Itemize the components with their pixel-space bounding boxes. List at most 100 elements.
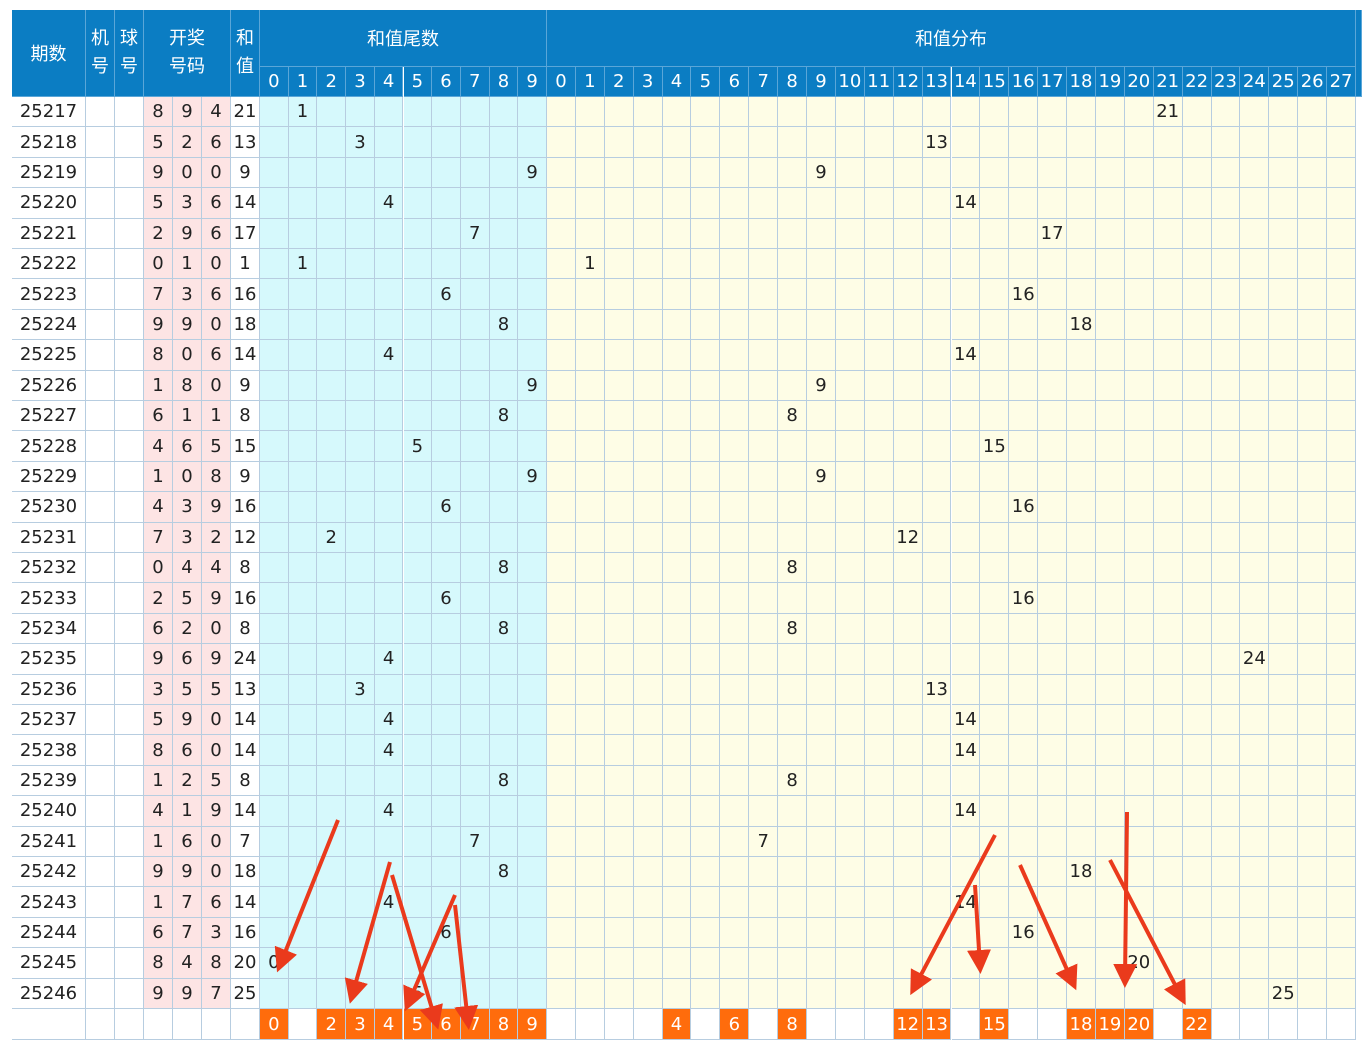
- dist-cell: [749, 340, 779, 371]
- dist-cell: [604, 401, 634, 432]
- dist-cell: [633, 948, 663, 979]
- dist-cell: [691, 948, 721, 979]
- dist-cell: [633, 553, 663, 584]
- dist-cell: [1298, 188, 1328, 219]
- dist-cell: [951, 492, 981, 523]
- dist-cell: [1211, 674, 1241, 705]
- dist-cell: [604, 826, 634, 857]
- dist-cell: [633, 249, 663, 280]
- dist-cell: [1153, 553, 1183, 584]
- dist-cell: [662, 370, 692, 401]
- tail-cell: [489, 674, 519, 705]
- dist-cell: [547, 887, 576, 918]
- dist-cell: [1124, 492, 1154, 523]
- draw-number: 1: [144, 887, 173, 918]
- dist-cell: [1211, 127, 1241, 158]
- dist-cell: [778, 97, 808, 128]
- period: 25234: [12, 613, 86, 645]
- dist-cell: 14: [951, 796, 981, 827]
- sum: 9: [231, 461, 260, 493]
- dist-cell: [1211, 492, 1241, 523]
- dist-cell: [749, 218, 779, 249]
- tail-cell: [288, 309, 318, 341]
- tail-cell: [288, 796, 318, 827]
- dist-cell: [720, 613, 750, 645]
- dist-cell: [864, 492, 894, 523]
- dist-cell: [1269, 461, 1299, 493]
- tail-cell: [460, 249, 490, 280]
- dist-cell: [1009, 188, 1039, 219]
- tail-cell: [317, 796, 347, 827]
- tail-cell: [518, 613, 547, 645]
- dist-cell: [807, 401, 836, 432]
- tail-highlight: 8: [489, 1009, 519, 1040]
- tail-cell: [489, 97, 519, 128]
- dist-cell: [778, 309, 808, 341]
- dist-cell: [864, 917, 894, 949]
- dist-cell: [864, 553, 894, 584]
- dist-cell: [1095, 705, 1125, 736]
- tail-cell: [518, 857, 547, 888]
- dist-cell: [1038, 583, 1068, 614]
- sum: 18: [231, 857, 260, 888]
- dist-cell: [633, 705, 663, 736]
- dist-cell: [1182, 401, 1212, 432]
- dist-cell: [633, 431, 663, 462]
- dist-cell: [720, 97, 750, 128]
- dist-digit: 13: [922, 67, 952, 97]
- tail-cell: [518, 340, 547, 371]
- dist-cell: [1182, 948, 1212, 979]
- dist-cell: [1269, 522, 1299, 553]
- tail-cell: [288, 583, 318, 614]
- period: 25230: [12, 492, 86, 523]
- dist-cell: [980, 796, 1010, 827]
- tail-cell: [518, 309, 547, 341]
- sum-highlight: 13: [922, 1009, 952, 1040]
- dist-cell: [893, 461, 923, 493]
- dist-cell: [1240, 796, 1270, 827]
- dist-cell: [864, 309, 894, 341]
- dist-cell: [1327, 796, 1356, 827]
- draw-number: 6: [144, 613, 173, 645]
- dist-cell: [922, 401, 952, 432]
- dist-cell: [922, 826, 952, 857]
- dist-cell: [1182, 340, 1212, 371]
- period: 25239: [12, 765, 86, 797]
- dist-cell: [720, 735, 750, 766]
- dist-cell: [749, 1009, 779, 1040]
- period: [12, 1009, 86, 1040]
- dist-cell: [1009, 553, 1039, 584]
- dist-cell: [1153, 674, 1183, 705]
- dist-cell: [1269, 644, 1299, 675]
- dist-cell: [720, 796, 750, 827]
- draw-number: 9: [144, 309, 173, 341]
- dist-cell: [1038, 796, 1068, 827]
- dist-cell: [778, 157, 808, 189]
- tail-cell: [317, 553, 347, 584]
- dist-cell: [1038, 157, 1068, 189]
- dist-cell: [864, 218, 894, 249]
- tail-cell: [288, 1009, 318, 1040]
- tail-digit: 8: [489, 67, 519, 97]
- dist-cell: [807, 948, 836, 979]
- dist-cell: [1009, 127, 1039, 158]
- tail-cell: [403, 735, 433, 766]
- tail-cell: [346, 218, 375, 249]
- dist-cell: [893, 948, 923, 979]
- dist-cell: [691, 796, 721, 827]
- dist-cell: [604, 705, 634, 736]
- dist-cell: [1269, 705, 1299, 736]
- tail-cell: [288, 522, 318, 553]
- ball-no: [115, 978, 144, 1009]
- dist-cell: [547, 857, 576, 888]
- draw-number: 6: [173, 431, 202, 462]
- tail-cell: [346, 796, 375, 827]
- dist-cell: [893, 97, 923, 128]
- dist-cell: [922, 431, 952, 462]
- tail-cell: [432, 978, 461, 1009]
- dist-cell: [749, 309, 779, 341]
- dist-cell: [1240, 826, 1270, 857]
- dist-cell: [1298, 887, 1328, 918]
- dist-cell: [1211, 401, 1241, 432]
- dist-cell: [1240, 553, 1270, 584]
